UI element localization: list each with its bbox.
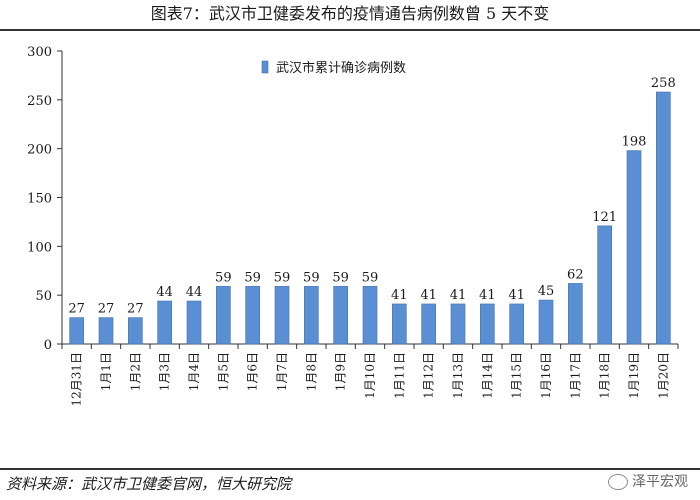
- x-tick-label: 1月4日: [187, 352, 201, 391]
- bar: [304, 286, 319, 345]
- x-tick-label: 1月17日: [568, 352, 582, 399]
- x-tick-label: 1月12日: [422, 352, 436, 399]
- x-tick-label: 1月9日: [334, 352, 348, 391]
- x-tick-label: 1月16日: [539, 352, 553, 399]
- y-axis: 0 50 100 150 200 250 300: [27, 45, 63, 353]
- legend-label: 武汉市累计确诊病例数: [276, 60, 406, 76]
- bottom-rule: [0, 468, 700, 470]
- data-label: 41: [420, 288, 437, 303]
- bar: [626, 150, 642, 345]
- x-tick-label: 1月1日: [99, 352, 113, 391]
- data-label: 62: [567, 267, 584, 282]
- bar: [509, 303, 524, 345]
- bar: [538, 299, 554, 345]
- data-label: 258: [651, 76, 676, 91]
- bars: [69, 91, 671, 345]
- y-tick-label: 0: [44, 338, 52, 353]
- x-tick-label: 1月5日: [216, 352, 230, 391]
- y-tick-label: 250: [27, 94, 52, 109]
- source-note: 资料来源：武汉市卫健委官网，恒大研究院: [6, 475, 292, 493]
- bar: [69, 317, 84, 345]
- legend: 武汉市累计确诊病例数: [261, 60, 406, 76]
- bar: [98, 317, 114, 345]
- y-tick-label: 100: [27, 240, 52, 255]
- bar: [450, 303, 466, 345]
- wechat-icon: [608, 474, 628, 490]
- top-rule: [0, 29, 700, 31]
- bar: [186, 300, 202, 345]
- data-label: 59: [332, 270, 349, 285]
- bar: [362, 286, 378, 345]
- data-labels: 27 27 27 44 44 59 59 59 59 59 59 41 41 41 41 41 45 62 121 1…: [68, 76, 675, 317]
- bar: [421, 303, 436, 345]
- data-label: 44: [156, 285, 173, 300]
- x-tick-label: 1月20日: [656, 352, 670, 399]
- x-tick-label: 1月3日: [158, 352, 172, 391]
- data-label: 41: [391, 288, 408, 303]
- data-label: 59: [362, 270, 379, 285]
- x-tick-label: 12月31日: [70, 352, 84, 407]
- data-label: 45: [538, 284, 555, 299]
- figure-title: 图表7：武汉市卫健委发布的疫情通告病例数曾 5 天不变: [150, 4, 550, 23]
- watermark-label: 泽平宏观: [632, 474, 688, 490]
- x-tick-label: 1月10日: [363, 352, 377, 399]
- bar: [597, 225, 612, 345]
- data-label: 44: [186, 285, 203, 300]
- x-tick-label: 1月14日: [480, 352, 494, 399]
- x-tick-label: 1月13日: [451, 352, 465, 399]
- x-tick-label: 1月15日: [510, 352, 524, 399]
- x-tick-label: 1月8日: [304, 352, 318, 391]
- bar: [333, 286, 348, 345]
- data-label: 41: [479, 288, 496, 303]
- y-tick-label: 150: [27, 192, 52, 207]
- x-tick-label: 1月7日: [275, 352, 289, 391]
- x-tick-label: 1月18日: [598, 352, 612, 399]
- x-axis: 12月31日 1月1日 1月2日 1月3日 1月4日 1月5日 1月6日 1月7日 1月8日 1月…: [61, 343, 679, 407]
- bar: [245, 286, 260, 345]
- data-label: 59: [274, 270, 291, 285]
- bar-chart: 0 50 100 150 200 250 300 12月31日 1月1日 1月2日 1月3日 1月4…: [27, 45, 679, 407]
- y-tick-label: 50: [35, 289, 52, 304]
- data-label: 27: [127, 302, 144, 317]
- data-label: 121: [592, 210, 617, 225]
- y-tick-label: 200: [27, 143, 52, 158]
- data-label: 41: [508, 288, 525, 303]
- y-tick-label: 300: [27, 45, 52, 60]
- x-tick-label: 1月11日: [392, 352, 406, 399]
- bar: [656, 91, 671, 345]
- data-label: 59: [215, 270, 232, 285]
- bar: [480, 303, 495, 345]
- watermark: 泽平宏观: [608, 472, 688, 492]
- x-tick-label: 1月6日: [246, 352, 260, 391]
- data-label: 59: [244, 270, 261, 285]
- bar: [274, 286, 290, 345]
- data-label: 41: [450, 288, 467, 303]
- bar: [568, 283, 583, 345]
- data-label: 59: [303, 270, 320, 285]
- x-tick-label: 1月19日: [627, 352, 641, 399]
- data-label: 27: [68, 302, 85, 317]
- bar: [157, 300, 172, 345]
- x-tick-label: 1月2日: [128, 352, 142, 391]
- data-label: 198: [622, 135, 647, 150]
- bar: [392, 303, 407, 345]
- legend-swatch: [261, 60, 269, 74]
- bar: [128, 317, 143, 345]
- data-label: 27: [98, 302, 115, 317]
- bar: [216, 286, 231, 345]
